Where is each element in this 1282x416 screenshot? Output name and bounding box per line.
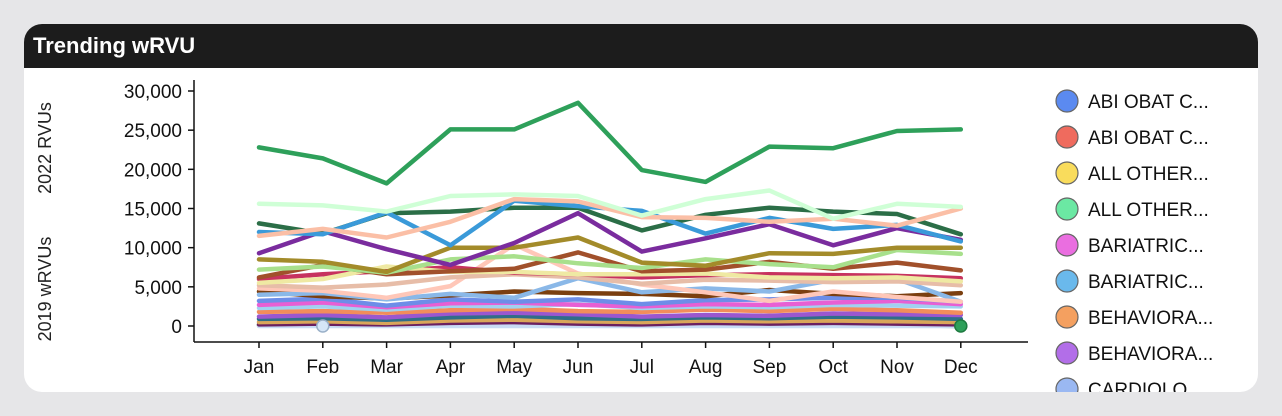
legend-swatch [1055, 341, 1079, 365]
series-line-5[interactable] [256, 210, 964, 268]
x-tick-label: Sep [752, 357, 786, 378]
x-tick-label: Feb [306, 357, 339, 378]
legend-label: ABI OBAT C... [1088, 92, 1209, 113]
legend-label: BARIATRIC... [1088, 236, 1204, 257]
legend-label: BARIATRIC... [1088, 272, 1204, 293]
legend-item[interactable]: BEHAVIORA... [1055, 305, 1213, 329]
series-line-18[interactable] [256, 306, 964, 315]
legend-label: BEHAVIORA... [1088, 308, 1213, 329]
legend-label: CARDIOLO... [1088, 380, 1203, 392]
y-axis-title-2019: 2019 wRVUs [35, 237, 55, 342]
line-chart: 0 5,000 10,000 15,000 20,000 25,000 30,000 Jan F… [35, 80, 1213, 392]
legend-swatch [1055, 125, 1079, 149]
legend-label: ALL OTHER... [1088, 164, 1209, 185]
legend-item[interactable]: BARIATRIC... [1055, 269, 1204, 293]
legend-label: ALL OTHER... [1088, 200, 1209, 221]
legend-swatch [1055, 377, 1079, 392]
x-tick-label: Mar [370, 357, 403, 378]
legend-item[interactable]: ALL OTHER... [1055, 197, 1209, 221]
legend-swatch [1055, 197, 1079, 221]
series-line-2[interactable] [256, 196, 964, 240]
y-tick-label: 0 [171, 317, 182, 338]
x-tick-label: Apr [436, 357, 466, 378]
series-lines [256, 100, 964, 329]
legend-swatch [1055, 161, 1079, 185]
card-title: Trending wRVU [33, 33, 196, 58]
series-line-11[interactable] [256, 272, 964, 290]
legend-item[interactable]: ALL OTHER... [1055, 161, 1209, 185]
series-line-6[interactable] [256, 235, 964, 275]
x-tick-label: Oct [818, 357, 848, 378]
y-tick-label: 20,000 [124, 160, 182, 181]
series-markers [316, 319, 968, 333]
legend-swatch [1055, 269, 1079, 293]
x-tick-label: Jun [563, 357, 594, 378]
x-tick-label: Aug [689, 357, 723, 378]
series-line-0[interactable] [256, 100, 964, 186]
legend-item[interactable]: ABI OBAT C... [1055, 125, 1209, 149]
chart-card: Trending wRVU 0 5,000 10,000 15,000 20,000 25… [24, 24, 1258, 392]
y-tick-label: 15,000 [124, 200, 182, 221]
card-header: Trending wRVU [24, 24, 1258, 68]
legend-label: ABI OBAT C... [1088, 128, 1209, 149]
legend-item[interactable]: BEHAVIORA... [1055, 341, 1213, 365]
series-line-19[interactable] [256, 310, 964, 320]
x-tick-label: Nov [880, 357, 914, 378]
legend-swatch [1055, 89, 1079, 113]
legend-item[interactable]: CARDIOLO... [1055, 377, 1203, 392]
legend-swatch [1055, 305, 1079, 329]
x-tick-label: May [496, 357, 532, 378]
y-tick-label: 30,000 [124, 82, 182, 103]
data-point-marker[interactable] [316, 319, 330, 333]
y-axis-title-2022: 2022 RVUs [35, 102, 55, 194]
legend[interactable]: ABI OBAT C... ABI OBAT C... ALL OTHER... AL… [1055, 89, 1213, 392]
x-tick-label: Jul [630, 357, 654, 378]
x-tick-label: Dec [944, 357, 978, 378]
legend-item[interactable]: BARIATRIC... [1055, 233, 1204, 257]
series-line-1[interactable] [256, 188, 964, 221]
legend-swatch [1055, 233, 1079, 257]
legend-label: BEHAVIORA... [1088, 344, 1213, 365]
series-line-20[interactable] [256, 313, 964, 322]
series-line-21[interactable] [256, 317, 964, 326]
y-tick-label: 25,000 [124, 121, 182, 142]
y-tick-label: 10,000 [124, 239, 182, 260]
data-point-marker[interactable] [954, 319, 968, 333]
y-tick-label: 5,000 [134, 278, 182, 299]
series-line-15[interactable] [256, 295, 964, 308]
chart-axes: 0 5,000 10,000 15,000 20,000 25,000 30,000 Jan F… [35, 80, 1028, 378]
legend-item[interactable]: ABI OBAT C... [1055, 89, 1209, 113]
x-tick-label: Jan [244, 357, 275, 378]
